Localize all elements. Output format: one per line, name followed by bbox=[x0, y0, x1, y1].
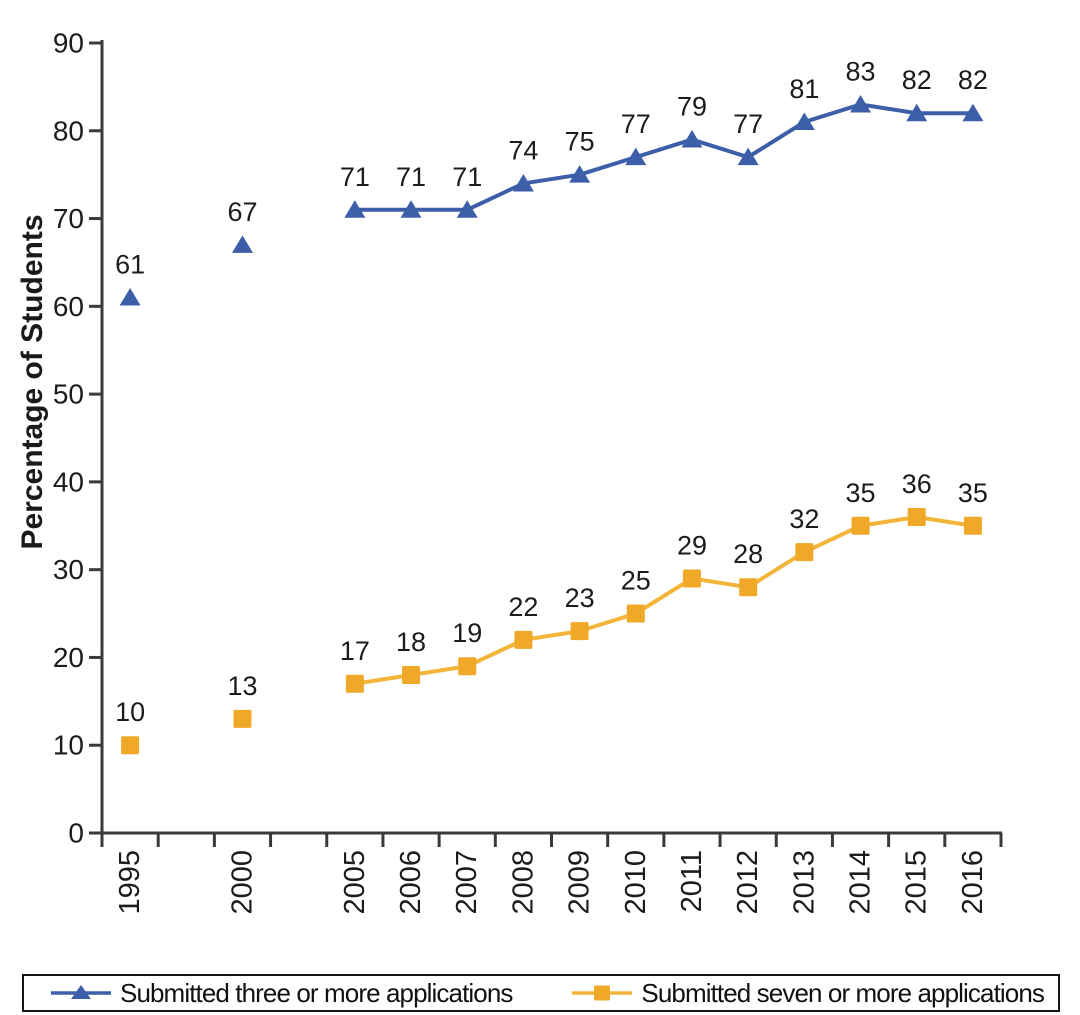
y-axis-tick-label: 30 bbox=[53, 554, 84, 585]
x-axis-year-label: 2009 bbox=[564, 850, 596, 915]
data-point-label: 29 bbox=[677, 530, 707, 560]
data-point-triangle-marker bbox=[625, 147, 647, 166]
data-point-label: 77 bbox=[733, 109, 763, 139]
data-point-square-marker bbox=[963, 516, 982, 535]
data-point-triangle-marker bbox=[962, 103, 984, 122]
data-point-label: 32 bbox=[789, 504, 819, 534]
data-point-label: 22 bbox=[508, 592, 538, 622]
chart-plot-area: 0 10 20 30 40 50 60 70 80 90 1995 2000 2005 2006 2007 2… bbox=[53, 28, 1003, 915]
data-point-label: 82 bbox=[902, 65, 932, 95]
data-point-label: 35 bbox=[958, 478, 988, 508]
x-axis-year-label: 2015 bbox=[901, 850, 933, 915]
data-point-square-marker bbox=[851, 516, 870, 535]
x-axis-year-label: 2005 bbox=[339, 850, 371, 915]
data-point-triangle-marker bbox=[344, 200, 366, 218]
data-point-triangle-marker bbox=[231, 235, 253, 253]
legend-square-marker-icon bbox=[572, 985, 633, 1001]
data-point-label: 35 bbox=[846, 478, 876, 508]
data-point-triangle-marker bbox=[793, 112, 815, 130]
series-line bbox=[354, 102, 973, 212]
data-point-square-marker bbox=[570, 622, 589, 641]
data-point-square-marker bbox=[682, 569, 701, 588]
x-axis-year-label: 2012 bbox=[732, 850, 764, 915]
data-point-label: 25 bbox=[621, 566, 651, 596]
data-point-triangle-marker bbox=[119, 288, 141, 306]
y-axis-tick-label: 20 bbox=[53, 642, 84, 673]
data-point-square-marker bbox=[626, 604, 645, 623]
legend-triangle-marker-icon bbox=[51, 985, 111, 999]
data-point-square-marker bbox=[514, 630, 533, 649]
data-point-square-marker bbox=[402, 666, 421, 684]
data-point-label: 77 bbox=[621, 109, 651, 139]
data-point-label: 23 bbox=[565, 583, 595, 613]
data-point-label: 71 bbox=[340, 162, 370, 192]
data-point-label: 82 bbox=[958, 65, 988, 95]
data-point-square-marker bbox=[795, 543, 814, 562]
data-point-square-marker bbox=[739, 578, 758, 597]
data-point-triangle-marker bbox=[569, 165, 591, 183]
data-point-triangle-marker bbox=[906, 103, 928, 122]
data-point-label: 61 bbox=[115, 250, 145, 280]
legend-label-three-or-more: Submitted three or more applications bbox=[120, 977, 513, 1008]
data-point-triangle-marker bbox=[737, 147, 759, 166]
x-axis-year-label: 2010 bbox=[620, 850, 652, 915]
data-point-label: 83 bbox=[846, 56, 876, 86]
x-axis-year-label: 2014 bbox=[845, 850, 877, 915]
y-axis-title: Percentage of Students bbox=[16, 214, 49, 550]
x-axis-year-label: 2016 bbox=[957, 850, 989, 915]
data-point-triangle-marker bbox=[681, 130, 703, 148]
chart-legend: Submitted three or more applications Sub… bbox=[22, 974, 1060, 1012]
data-point-label: 17 bbox=[340, 636, 370, 666]
x-axis-year-label: 2000 bbox=[226, 850, 258, 915]
data-point-label: 10 bbox=[115, 697, 145, 727]
data-point-square-marker bbox=[458, 657, 477, 676]
data-point-square-marker bbox=[907, 508, 926, 526]
data-point-triangle-marker bbox=[850, 94, 872, 113]
x-axis-year-label: 2013 bbox=[788, 850, 820, 915]
data-point-label: 81 bbox=[789, 74, 819, 104]
y-axis-tick-label: 40 bbox=[53, 466, 84, 497]
series-line bbox=[354, 515, 974, 686]
data-point-label: 74 bbox=[508, 135, 538, 165]
y-axis-tick-label: 80 bbox=[53, 115, 84, 146]
x-axis-year-label: 2008 bbox=[507, 850, 539, 915]
legend-item-seven-or-more: Submitted seven or more applications bbox=[571, 977, 1045, 1009]
x-axis-year-label: 2006 bbox=[395, 850, 427, 915]
data-point-label: 36 bbox=[902, 469, 932, 499]
data-point-label: 71 bbox=[396, 162, 426, 192]
data-point-label: 19 bbox=[452, 618, 482, 648]
x-axis-year-label: 1995 bbox=[114, 850, 146, 915]
data-point-label: 79 bbox=[677, 92, 707, 122]
y-axis-tick-label: 0 bbox=[68, 818, 84, 849]
data-point-square-marker bbox=[345, 674, 364, 693]
y-axis-tick-label: 90 bbox=[53, 28, 84, 59]
data-point-label: 75 bbox=[565, 127, 595, 157]
data-point-label: 18 bbox=[396, 627, 426, 657]
y-axis-tick-label: 10 bbox=[53, 730, 84, 761]
data-point-square-marker bbox=[233, 709, 252, 728]
data-point-triangle-marker bbox=[456, 200, 478, 218]
y-axis-tick-label: 50 bbox=[53, 379, 84, 410]
data-point-square-marker bbox=[121, 736, 140, 755]
y-axis-tick-label: 70 bbox=[53, 203, 84, 234]
data-point-triangle-marker bbox=[512, 173, 534, 192]
y-axis-tick-label: 60 bbox=[53, 291, 84, 322]
legend-label-seven-or-more: Submitted seven or more applications bbox=[641, 977, 1045, 1008]
x-axis-year-label: 2007 bbox=[451, 850, 483, 915]
legend-item-three-or-more: Submitted three or more applications bbox=[50, 978, 513, 1009]
x-axis-year-label: 2011 bbox=[676, 850, 708, 912]
data-point-label: 28 bbox=[733, 539, 763, 569]
data-point-triangle-marker bbox=[400, 200, 422, 218]
data-point-label: 71 bbox=[452, 162, 482, 192]
data-point-label: 13 bbox=[227, 671, 257, 701]
data-point-label: 67 bbox=[227, 197, 257, 227]
